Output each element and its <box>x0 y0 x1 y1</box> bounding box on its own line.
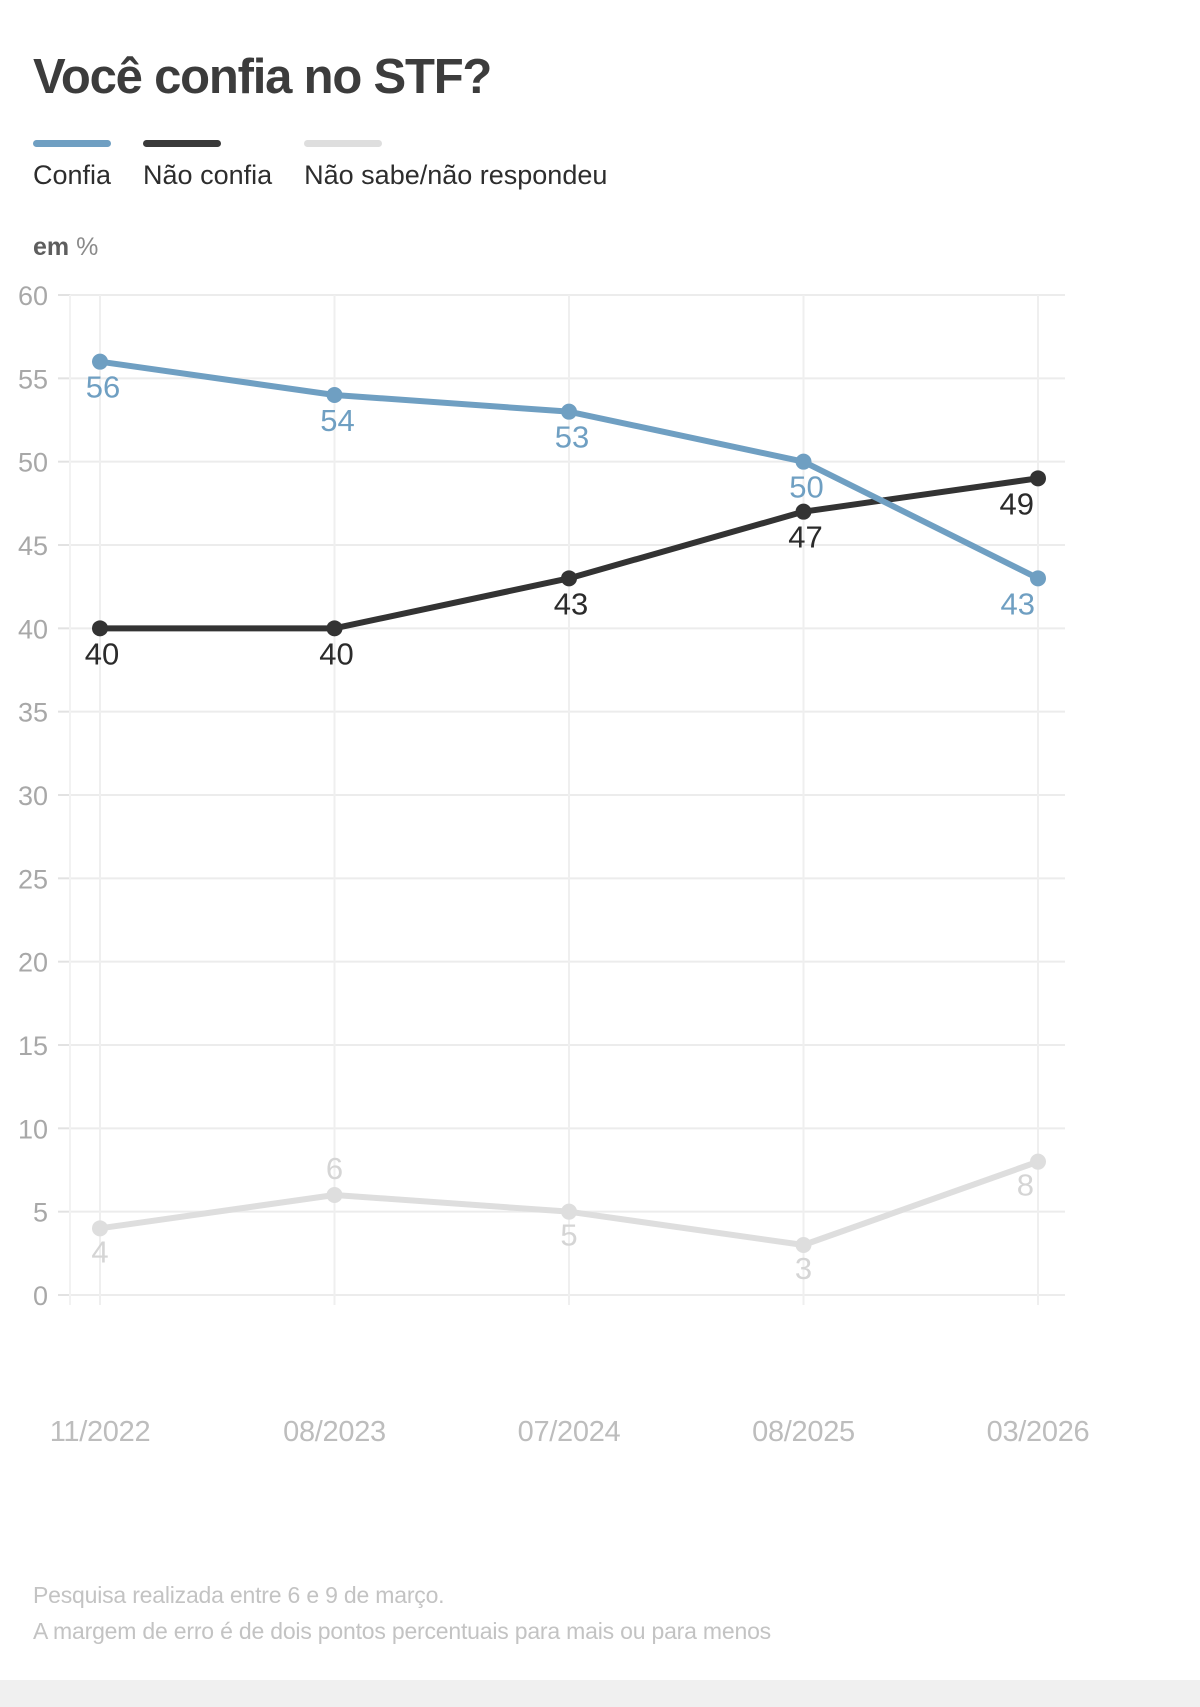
data-point[interactable] <box>326 1187 343 1203</box>
data-point-label: 5 <box>560 1218 577 1253</box>
legend-item-nao-sabe: Não sabe/não respondeu <box>304 140 607 189</box>
data-point[interactable] <box>561 403 577 420</box>
y-tick-label: 0 <box>33 1281 48 1311</box>
y-tick-label: 50 <box>18 448 48 478</box>
y-tick-label: 45 <box>18 531 48 561</box>
x-axis-label: 03/2026 <box>986 1416 1090 1448</box>
data-point[interactable] <box>795 1237 812 1253</box>
data-point[interactable] <box>326 620 343 637</box>
data-point-label: 40 <box>85 636 119 671</box>
legend-swatch-icon-confia <box>33 140 111 147</box>
data-point-label: 6 <box>326 1151 343 1186</box>
legend-label-confia: Confia <box>33 160 112 190</box>
x-axis-label: 08/2025 <box>752 1416 855 1448</box>
data-point-label: 43 <box>554 586 588 621</box>
chart-footnote: Pesquisa realizada entre 6 e 9 de março.… <box>33 1578 1163 1649</box>
y-tick-label: 10 <box>18 1114 48 1144</box>
data-point[interactable] <box>1030 1153 1046 1170</box>
y-tick-label: 60 <box>18 281 48 311</box>
x-axis-label: 07/2024 <box>517 1416 621 1448</box>
data-point-label: 50 <box>789 470 823 505</box>
legend-label-nao-confia: Não confia <box>143 160 273 190</box>
data-point-label: 4 <box>91 1234 108 1269</box>
legend-swatch-icon-nao-sabe <box>304 140 383 147</box>
data-point[interactable] <box>561 570 577 587</box>
data-point-label: 8 <box>1017 1168 1034 1203</box>
data-point[interactable] <box>92 1220 108 1237</box>
y-tick-label: 35 <box>18 698 48 728</box>
axis-unit-label: em % <box>33 235 98 260</box>
series-n-o-confia: 40 40 43 47 49 <box>85 470 1046 671</box>
series-confia: 56 54 53 50 43 <box>86 353 1046 621</box>
x-axis-label: 08/2023 <box>283 1416 386 1448</box>
footnote-line-2: A margem de erro é de dois pontos percen… <box>33 1617 771 1644</box>
data-point[interactable] <box>795 453 812 470</box>
y-tick-label: 30 <box>18 781 48 811</box>
data-point[interactable] <box>92 620 108 637</box>
footnote-line-1: Pesquisa realizada entre 6 e 9 de março. <box>33 1582 445 1608</box>
y-tick-label: 5 <box>33 1198 48 1228</box>
x-gridlines <box>69 295 1039 1305</box>
data-point[interactable] <box>92 353 108 370</box>
data-point-label: 53 <box>555 420 589 455</box>
axis-unit-symbol: % <box>76 233 99 261</box>
x-axis-label: 11/2022 <box>49 1416 151 1448</box>
data-point[interactable] <box>795 503 812 520</box>
data-point[interactable] <box>561 1203 577 1220</box>
data-point-label: 40 <box>319 636 353 671</box>
data-point-label: 54 <box>320 403 354 438</box>
y-tick-label: 25 <box>18 864 48 894</box>
legend-item-confia: Confia <box>33 140 111 189</box>
axis-unit-word: em <box>33 233 70 261</box>
data-point-label: 49 <box>1000 486 1034 521</box>
chart-plot-area: 0 5 10 15 20 25 30 35 40 45 50 55 60 4 6 5 3 8 40 40 43 47 49 5… <box>0 280 1200 1340</box>
y-tick-label: 55 <box>18 364 48 394</box>
x-axis-labels: 11/2022 08/2023 07/2024 08/2025 03/2026 <box>0 1418 1200 1464</box>
legend-label-nao-sabe: Não sabe/não respondeu <box>304 160 608 190</box>
legend-swatch-icon-nao-confia <box>143 140 222 147</box>
series-n-o-sabe-n-o-respondeu: 4 6 5 3 8 <box>91 1151 1046 1286</box>
data-point-label: 3 <box>795 1251 812 1286</box>
data-point-label: 47 <box>788 520 822 555</box>
page-title: Você confia no STF? <box>33 49 492 104</box>
data-point[interactable] <box>1030 470 1046 487</box>
y-tick-label: 40 <box>18 614 48 644</box>
y-tick-label: 15 <box>18 1031 48 1061</box>
data-point-label: 56 <box>86 370 120 405</box>
data-point[interactable] <box>326 387 343 403</box>
legend-item-nao-confia: Não confia <box>143 140 272 189</box>
bottom-strip <box>0 1680 1200 1707</box>
y-tick-label: 20 <box>18 948 48 978</box>
data-point-label: 43 <box>1001 586 1035 621</box>
data-point[interactable] <box>1030 570 1046 587</box>
chart-legend: Confia Não confia Não sabe/não respondeu <box>33 140 639 189</box>
